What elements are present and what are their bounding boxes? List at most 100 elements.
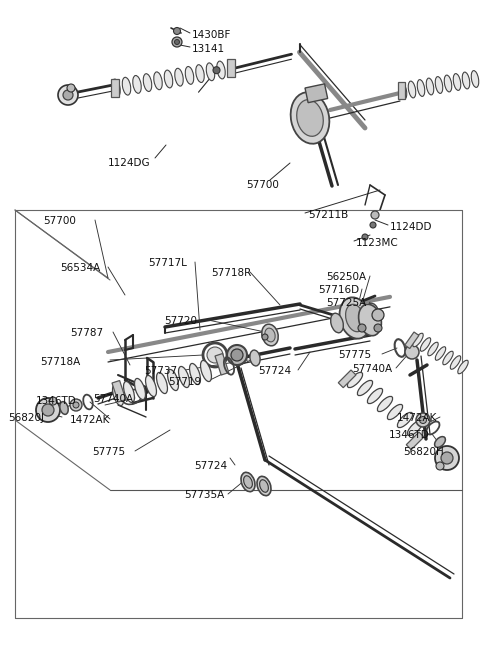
Text: 57740A: 57740A (352, 364, 392, 374)
Circle shape (441, 452, 453, 464)
Ellipse shape (217, 61, 225, 79)
Ellipse shape (265, 328, 275, 342)
Ellipse shape (291, 92, 329, 143)
Circle shape (175, 39, 180, 45)
Text: 57718A: 57718A (40, 357, 80, 367)
Ellipse shape (358, 381, 372, 396)
Circle shape (207, 347, 223, 363)
Ellipse shape (145, 375, 156, 396)
Text: 1124DG: 1124DG (108, 158, 151, 168)
Bar (112, 381, 126, 402)
Ellipse shape (262, 324, 278, 346)
Ellipse shape (112, 384, 123, 405)
Ellipse shape (359, 305, 382, 336)
Ellipse shape (462, 72, 470, 89)
Bar (406, 432, 424, 450)
Text: 57719: 57719 (168, 377, 201, 387)
Ellipse shape (367, 388, 383, 403)
Text: 1124DD: 1124DD (390, 222, 432, 232)
Text: 57775: 57775 (92, 447, 125, 457)
Ellipse shape (156, 373, 168, 394)
Circle shape (374, 324, 382, 332)
Circle shape (227, 345, 247, 365)
Text: 57700: 57700 (43, 216, 76, 226)
Ellipse shape (164, 70, 173, 88)
Ellipse shape (185, 67, 194, 84)
Ellipse shape (471, 71, 479, 87)
Ellipse shape (206, 63, 215, 81)
Ellipse shape (443, 351, 453, 365)
Circle shape (262, 334, 268, 340)
Bar (398, 82, 405, 99)
Text: 57717L: 57717L (148, 258, 187, 268)
Ellipse shape (196, 65, 204, 83)
Ellipse shape (168, 369, 179, 390)
Ellipse shape (367, 303, 379, 323)
Circle shape (173, 28, 180, 35)
Text: 57740A: 57740A (93, 394, 133, 404)
Circle shape (371, 211, 379, 219)
Ellipse shape (458, 360, 468, 374)
Text: 57211B: 57211B (308, 210, 348, 220)
Ellipse shape (143, 74, 152, 92)
Ellipse shape (250, 350, 260, 366)
Ellipse shape (420, 338, 431, 351)
Ellipse shape (175, 68, 183, 86)
Ellipse shape (397, 413, 413, 428)
Text: 1123MC: 1123MC (356, 238, 399, 248)
Circle shape (405, 345, 419, 359)
Ellipse shape (450, 356, 461, 369)
Ellipse shape (257, 476, 271, 496)
Circle shape (63, 90, 73, 100)
Text: 57718R: 57718R (211, 268, 251, 278)
Ellipse shape (435, 77, 443, 94)
Text: 56820H: 56820H (403, 447, 444, 457)
Ellipse shape (154, 72, 162, 90)
Ellipse shape (60, 402, 68, 415)
Circle shape (358, 324, 366, 332)
Circle shape (67, 84, 75, 92)
Text: 57737: 57737 (144, 366, 177, 376)
Text: 57700: 57700 (246, 180, 279, 190)
Text: 57716D: 57716D (318, 285, 359, 295)
Ellipse shape (377, 396, 393, 411)
Ellipse shape (399, 83, 407, 100)
Circle shape (36, 398, 60, 422)
Text: 1472AK: 1472AK (397, 413, 437, 423)
Ellipse shape (408, 421, 422, 436)
Bar (227, 59, 235, 77)
Ellipse shape (339, 297, 371, 339)
Circle shape (70, 399, 82, 411)
Bar (111, 79, 119, 97)
Text: 57724: 57724 (194, 461, 227, 471)
Text: 1346TD: 1346TD (389, 430, 430, 440)
Circle shape (42, 404, 54, 416)
Ellipse shape (190, 364, 201, 384)
Ellipse shape (133, 75, 141, 93)
Text: 56820J: 56820J (8, 413, 44, 423)
Circle shape (172, 37, 182, 47)
Circle shape (372, 309, 384, 321)
Circle shape (436, 462, 444, 470)
Text: 1430BF: 1430BF (192, 30, 231, 40)
Bar (405, 332, 419, 348)
Ellipse shape (244, 476, 252, 488)
Text: 13141: 13141 (192, 44, 225, 54)
Ellipse shape (241, 472, 255, 492)
Text: 56250A: 56250A (326, 272, 366, 282)
Circle shape (370, 222, 376, 228)
Ellipse shape (134, 379, 145, 400)
Ellipse shape (122, 77, 131, 95)
Ellipse shape (428, 342, 438, 356)
Ellipse shape (112, 79, 120, 97)
Bar (305, 84, 328, 103)
Circle shape (213, 67, 220, 74)
Ellipse shape (201, 360, 212, 382)
Ellipse shape (297, 100, 324, 136)
Bar (215, 354, 229, 375)
Ellipse shape (435, 346, 446, 360)
Ellipse shape (346, 305, 364, 331)
Ellipse shape (434, 437, 445, 447)
Text: 57787: 57787 (70, 328, 103, 338)
Circle shape (49, 397, 57, 405)
